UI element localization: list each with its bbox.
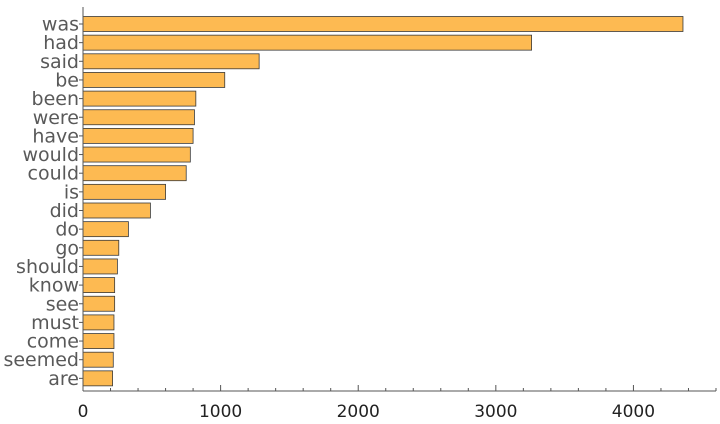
category-label-been: been	[32, 88, 79, 110]
category-label-see: see	[46, 293, 79, 315]
category-label-would: would	[22, 144, 79, 166]
category-label-should: should	[16, 256, 79, 278]
bar-are	[82, 370, 113, 387]
category-label-was: was	[42, 14, 79, 36]
category-label-did: did	[50, 200, 79, 222]
category-label-is: is	[64, 181, 79, 203]
bar-said	[82, 53, 260, 70]
bar-been	[82, 90, 197, 107]
bar-seemed	[82, 351, 114, 368]
category-label-said: said	[40, 51, 79, 73]
category-label-were: were	[33, 107, 79, 129]
bar-did	[82, 202, 151, 219]
bars-group	[82, 16, 684, 387]
x-tick-label-1000: 1000	[199, 402, 242, 422]
category-label-must: must	[31, 312, 79, 334]
bar-could	[82, 165, 187, 182]
bar-were	[82, 109, 195, 126]
category-label-do: do	[55, 219, 79, 241]
bar-go	[82, 239, 120, 256]
bar-was	[82, 16, 684, 32]
category-label-could: could	[28, 163, 79, 185]
bar-know	[82, 277, 116, 294]
bar-is	[82, 183, 166, 200]
bar-have	[82, 127, 194, 144]
x-tick-label-4000: 4000	[612, 402, 655, 422]
x-tick-label-0: 0	[78, 402, 89, 422]
category-label-come: come	[27, 331, 79, 353]
category-label-are: are	[48, 368, 79, 390]
x-tick-label-3000: 3000	[474, 402, 517, 422]
category-label-know: know	[29, 275, 79, 297]
category-label-have: have	[32, 125, 79, 147]
bar-come	[82, 333, 115, 349]
bar-should	[82, 258, 118, 275]
category-label-go: go	[55, 237, 79, 259]
bar-be	[82, 72, 226, 88]
x-tick-label-2000: 2000	[337, 402, 380, 422]
category-label-be: be	[55, 69, 79, 91]
tick-labels-group: 0 1000 2000 3000 4000	[78, 402, 655, 422]
category-labels-group: washadsaidbebeenwerehavewouldcouldisdidd…	[3, 14, 79, 390]
category-label-had: had	[43, 32, 79, 54]
bar-must	[82, 314, 115, 331]
category-label-seemed: seemed	[3, 349, 79, 371]
bar-see	[82, 295, 116, 312]
axes-group	[79, 7, 717, 392]
bar-do	[82, 221, 129, 238]
bar-would	[82, 146, 191, 163]
bar-had	[82, 34, 533, 51]
